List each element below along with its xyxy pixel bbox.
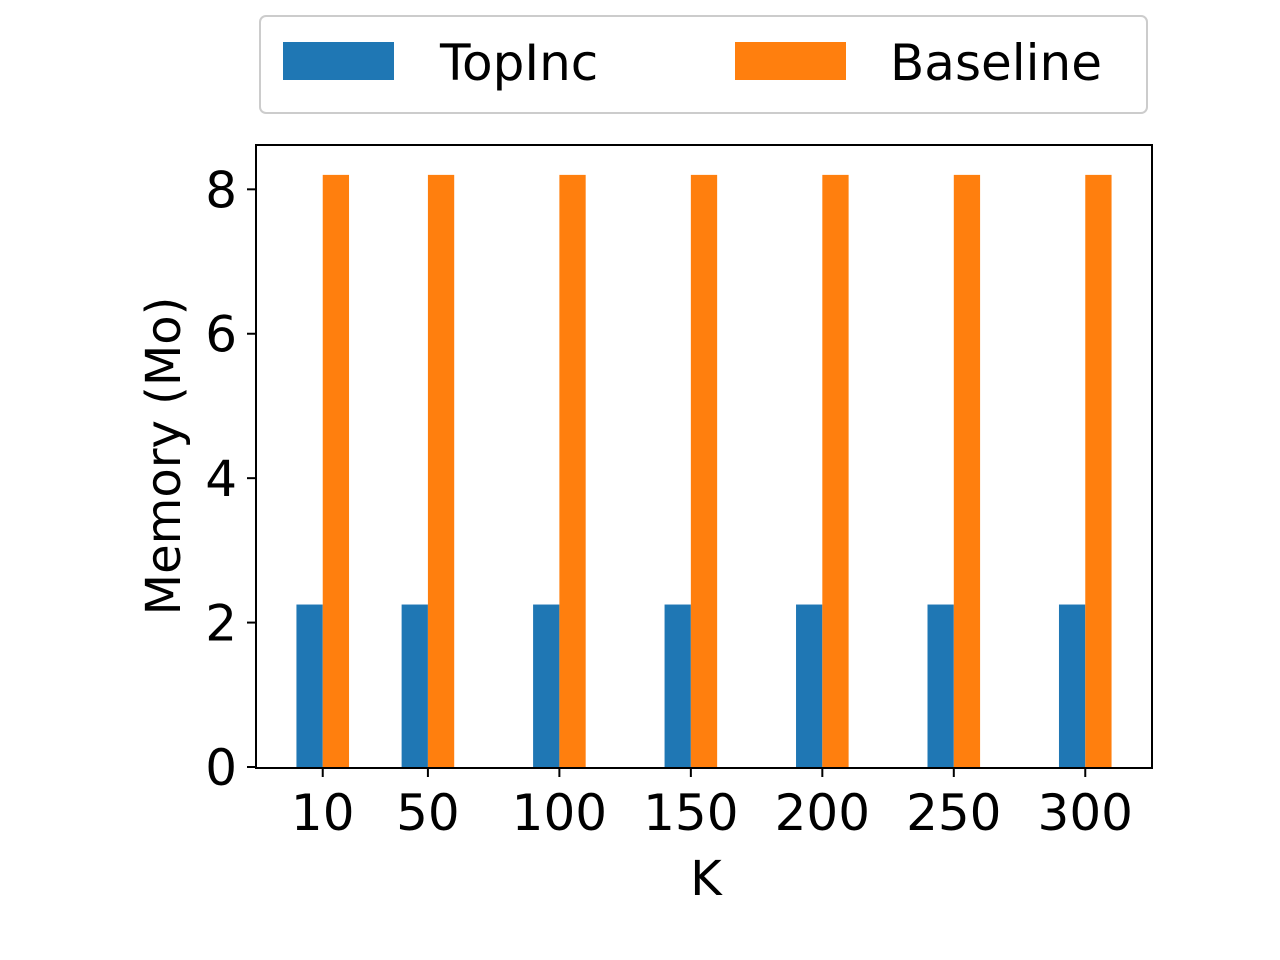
legend-label-topinc: TopInc bbox=[439, 34, 598, 92]
x-axis-title: K bbox=[690, 851, 723, 907]
legend-swatch-baseline bbox=[735, 42, 846, 80]
bar-baseline-200 bbox=[822, 174, 849, 767]
bar-topinc-250 bbox=[927, 604, 954, 767]
bar-topinc-200 bbox=[796, 604, 823, 767]
x-axis: 10 50 100 150 200 250 300 bbox=[291, 767, 1133, 842]
x-tick-label: 100 bbox=[512, 784, 607, 842]
y-tick-label: 8 bbox=[205, 161, 237, 219]
x-tick-label: 300 bbox=[1038, 784, 1133, 842]
bar-baseline-150 bbox=[690, 174, 718, 767]
bar-baseline-250 bbox=[953, 174, 981, 767]
bar-topinc-10 bbox=[296, 604, 323, 767]
bars bbox=[296, 174, 1112, 767]
x-tick-label: 250 bbox=[906, 784, 1001, 842]
bar-topinc-50 bbox=[401, 604, 428, 767]
y-tick-label: 0 bbox=[205, 739, 237, 797]
bar-baseline-300 bbox=[1085, 174, 1112, 767]
x-tick-label: 10 bbox=[291, 784, 355, 842]
bar-topinc-300 bbox=[1058, 604, 1086, 767]
legend-frame bbox=[259, 15, 1148, 114]
y-tick-label: 2 bbox=[205, 595, 237, 653]
bar-topinc-100 bbox=[533, 604, 560, 767]
legend: TopInc Baseline bbox=[259, 15, 1148, 114]
x-tick-label: 150 bbox=[643, 784, 738, 842]
legend-label-baseline: Baseline bbox=[890, 34, 1102, 92]
y-axis-title: Memory (Mo) bbox=[136, 297, 192, 616]
bar-baseline-10 bbox=[322, 174, 350, 767]
y-tick-label: 4 bbox=[205, 450, 237, 508]
bar-baseline-100 bbox=[559, 174, 586, 767]
legend-swatch-topinc bbox=[283, 42, 394, 80]
x-tick-label: 50 bbox=[396, 784, 460, 842]
bar-topinc-150 bbox=[664, 604, 691, 767]
y-axis: 0 2 4 6 8 bbox=[205, 161, 257, 797]
plot-area-frame bbox=[255, 144, 1153, 769]
bar-baseline-50 bbox=[427, 174, 455, 767]
x-tick-label: 200 bbox=[775, 784, 870, 842]
y-tick-label: 6 bbox=[205, 306, 237, 364]
